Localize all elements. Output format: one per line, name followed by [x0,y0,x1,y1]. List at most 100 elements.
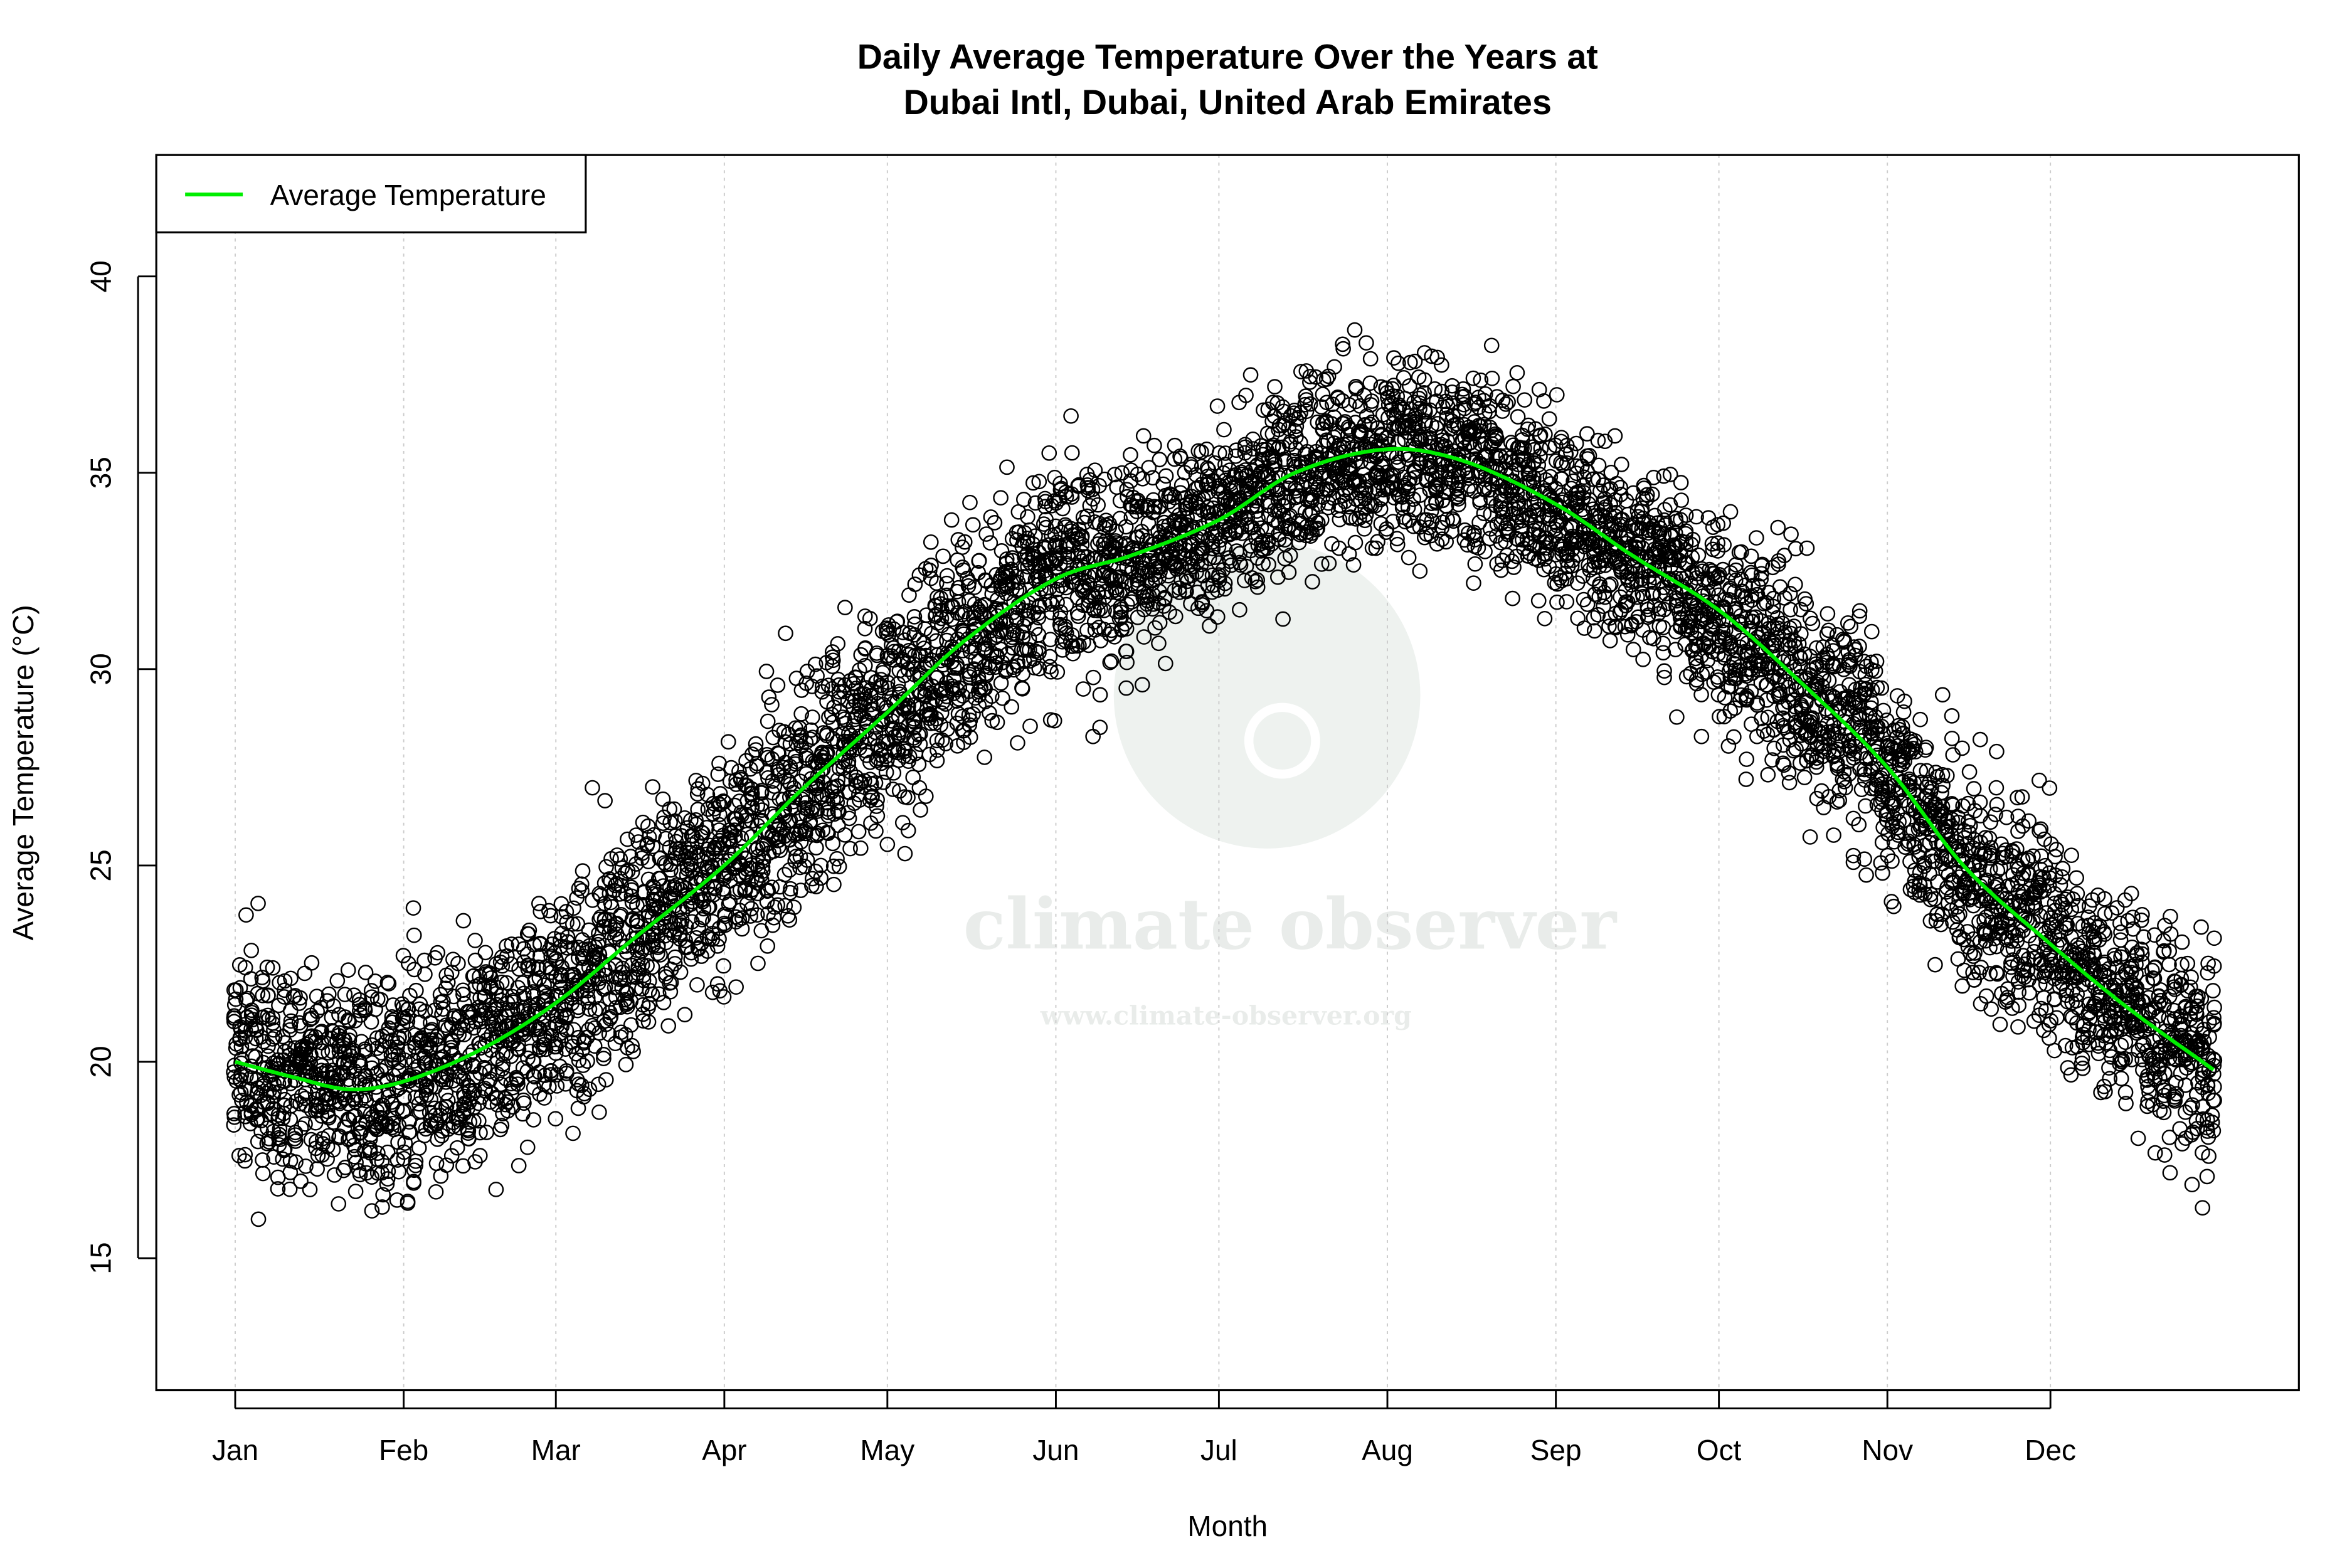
scatter-point [1586,623,1602,639]
scatter-point [467,952,484,968]
scatter-point [1738,771,1754,787]
scatter-point [515,1106,531,1122]
scatter-point [293,1173,309,1189]
scatter-point [277,973,293,989]
scatter-point [618,1057,634,1073]
scatter-point [777,898,793,914]
scatter-point [1728,557,1744,573]
scatter-point [1385,514,1401,530]
scatter-point [2069,870,2084,886]
scatter-point [1123,462,1139,479]
scatter-point [430,945,446,961]
scatter-point [982,705,997,721]
scatter-point [1037,499,1053,515]
scatter-point [1293,364,1309,379]
scatter-point [2010,790,2025,806]
scatter-point [1423,503,1439,519]
scatter-point [1022,718,1038,734]
scatter-point [1998,809,2015,825]
scatter-point [1102,654,1118,670]
scatter-point [326,1167,342,1183]
scatter-point [2055,861,2071,877]
scatter-point [1069,605,1086,621]
scatter-point [1216,421,1232,438]
scatter-point [749,907,765,923]
scatter-point [243,943,259,958]
watermark-url: www.climate-observer.org [1040,1000,1412,1030]
scatter-point [826,876,842,893]
scatter-point [1065,645,1081,662]
scatter-point [1836,773,1852,790]
scatter-point [375,1187,391,1203]
scatter-point [1347,322,1363,338]
scatter-point [1402,378,1417,394]
scatter-point [2206,1010,2222,1025]
scatter-point [1525,474,1542,490]
scatter-point [1147,437,1162,453]
scatter-point [999,459,1015,475]
scatter-point [297,965,313,982]
scatter-point [1457,522,1473,538]
scatter-point [1570,610,1586,627]
scatter-point [1085,669,1101,686]
scatter-point [395,948,411,963]
scatter-point [1362,351,1379,367]
scatter-point [1656,502,1673,517]
scatter-point [1585,571,1601,587]
scatter-point [380,1163,396,1180]
scatter-point [548,1111,564,1127]
scatter-point [2174,934,2190,950]
scatter-point [1831,792,1848,808]
scatter-point [455,987,471,1002]
scatter-point [2178,1077,2193,1093]
scatter-point [674,828,689,844]
scatter-point [1912,763,1929,779]
scatter-point [613,1024,629,1041]
scatter-point [2008,841,2025,857]
scatter-point [1081,637,1096,654]
scatter-point [309,988,325,1005]
scatter-point [374,1199,390,1215]
scatter-point [400,1195,416,1211]
scatter-point [569,1083,585,1099]
scatter-point [1574,458,1590,474]
scatter-point [678,888,694,904]
scatter-point [565,940,581,956]
scatter-point [346,987,362,1004]
scatter-point [829,850,845,867]
scatter-point [895,624,911,640]
scatter-point [449,1140,465,1156]
scatter-point [897,845,913,862]
scatter-point [364,1055,380,1071]
scatter-point [1998,842,2014,858]
scatter-point [597,979,613,995]
scatter-point [1111,610,1128,627]
scatter-point [1042,632,1059,648]
scatter-point [1010,735,1025,751]
scatter-point [1123,447,1138,463]
scatter-point [590,1076,607,1093]
scatter-point [1875,702,1892,719]
scatter-point [804,709,820,725]
scatter-point [1591,589,1608,605]
scatter-point [1591,457,1607,474]
scatter-point [1438,534,1454,550]
scatter-point [1087,462,1103,479]
scatter-point [1983,814,1999,830]
scatter-point [1601,618,1617,634]
scatter-point [863,776,879,792]
scatter-point [668,834,684,850]
watermark-globe-icon [1113,542,1421,849]
scatter-point [580,1053,595,1069]
scatter-point [1270,492,1286,509]
scatter-point [793,882,809,898]
scatter-point [569,890,585,906]
scatter-point [1483,337,1500,354]
scatter-point [1118,519,1134,535]
scatter-point [440,1093,456,1109]
scatter-point [2184,1177,2200,1193]
scatter-point [379,1176,395,1192]
scatter-point [701,899,718,915]
scatter-point [1716,709,1732,724]
scatter-point [511,1158,527,1173]
